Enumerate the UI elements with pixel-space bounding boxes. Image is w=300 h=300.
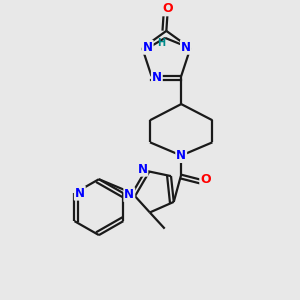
Text: H: H bbox=[157, 38, 165, 48]
Text: O: O bbox=[163, 2, 173, 15]
Text: N: N bbox=[152, 71, 162, 84]
Text: O: O bbox=[200, 173, 211, 187]
Text: N: N bbox=[137, 163, 147, 176]
Text: N: N bbox=[124, 188, 134, 201]
Text: N: N bbox=[143, 41, 153, 54]
Text: N: N bbox=[176, 149, 186, 162]
Text: N: N bbox=[181, 41, 191, 54]
Text: N: N bbox=[75, 187, 85, 200]
